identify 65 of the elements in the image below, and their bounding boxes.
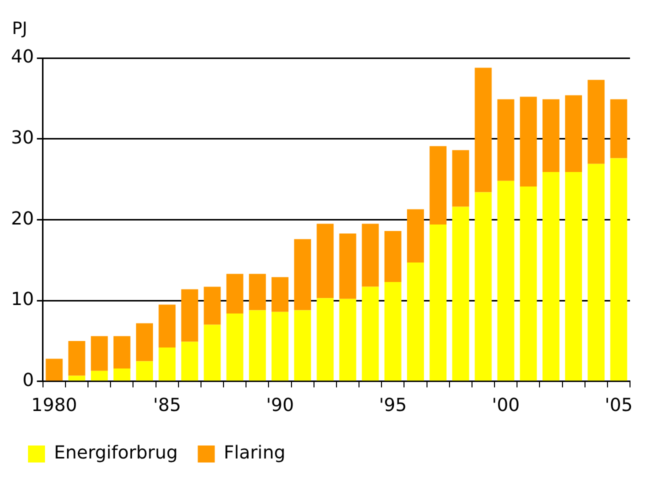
bar [407,209,424,263]
bar [158,347,176,381]
bar [474,192,492,381]
bar [68,340,86,376]
bar [113,368,130,381]
bar [294,310,312,381]
bar [520,186,537,381]
bar [565,95,582,172]
bar [204,286,221,325]
bar [588,164,605,381]
bar [46,358,63,381]
bar [362,286,379,381]
bar [497,99,514,181]
bar [248,310,266,381]
x-tick-label: '05 [604,394,633,416]
bar [542,172,560,381]
bar [474,68,492,192]
bar [181,342,198,381]
bar [430,224,447,381]
bar [542,99,560,172]
bar [68,376,86,381]
bar [316,224,334,298]
bar [136,361,153,381]
bar [588,80,605,164]
y-tick-label: 40 [11,46,34,68]
bar [565,172,582,381]
x-tick-label: 1980 [31,394,78,416]
bar [384,231,402,282]
bar [226,313,244,381]
bar [452,150,470,207]
bar [339,298,356,381]
bar [272,277,288,312]
bar [272,312,288,381]
bar [407,262,424,381]
bar [226,274,244,314]
legend-label: Flaring [224,442,286,464]
bar [113,336,130,368]
bar [362,224,379,287]
bar [181,289,198,342]
y-tick-label: 0 [22,370,34,392]
bar [136,323,153,362]
bar [610,158,628,381]
bar [430,146,447,225]
x-tick-label: '85 [153,394,182,416]
bar [610,99,628,158]
bar [90,370,108,381]
bar [294,239,312,310]
bar [520,96,537,187]
bar [90,336,108,371]
bar [384,282,402,381]
bar [497,180,514,381]
y-tick-label: 10 [11,289,34,310]
bar [204,324,221,381]
x-tick-label: '90 [266,394,294,416]
bar [316,298,334,381]
legend-label: Energiforbrug [54,442,178,464]
x-tick-label: '95 [378,394,407,416]
bar [158,304,176,348]
bar [339,233,356,299]
y-tick-label: 30 [11,128,34,149]
bar [248,274,266,310]
bar [452,206,470,381]
y-axis-title: PJ [12,18,28,39]
y-tick-label: 20 [11,208,34,230]
x-tick-label: '00 [492,394,520,416]
